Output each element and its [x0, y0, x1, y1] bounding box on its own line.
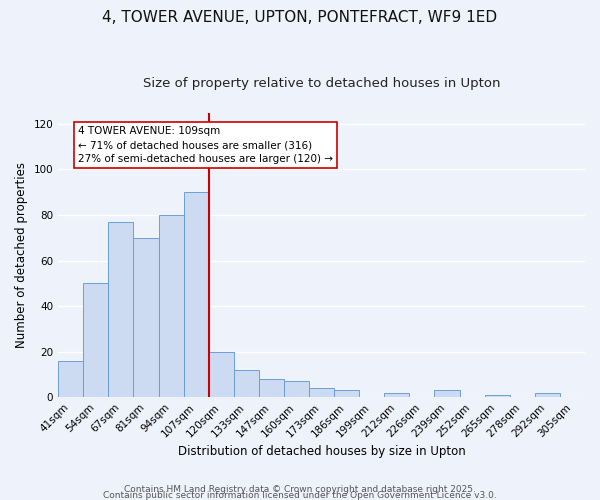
Text: 4 TOWER AVENUE: 109sqm
← 71% of detached houses are smaller (316)
27% of semi-de: 4 TOWER AVENUE: 109sqm ← 71% of detached… — [78, 126, 333, 164]
Bar — [309, 388, 334, 397]
Bar — [133, 238, 158, 397]
Bar — [158, 215, 184, 397]
Bar — [535, 392, 560, 397]
Text: 4, TOWER AVENUE, UPTON, PONTEFRACT, WF9 1ED: 4, TOWER AVENUE, UPTON, PONTEFRACT, WF9 … — [103, 10, 497, 25]
Y-axis label: Number of detached properties: Number of detached properties — [15, 162, 28, 348]
Bar — [184, 192, 209, 397]
Bar — [83, 284, 109, 397]
Title: Size of property relative to detached houses in Upton: Size of property relative to detached ho… — [143, 78, 500, 90]
Text: Contains HM Land Registry data © Crown copyright and database right 2025.: Contains HM Land Registry data © Crown c… — [124, 484, 476, 494]
Bar — [209, 352, 234, 397]
Bar — [385, 392, 409, 397]
Bar — [109, 222, 133, 397]
Bar — [485, 395, 510, 397]
Bar — [259, 379, 284, 397]
Text: Contains public sector information licensed under the Open Government Licence v3: Contains public sector information licen… — [103, 490, 497, 500]
X-axis label: Distribution of detached houses by size in Upton: Distribution of detached houses by size … — [178, 444, 466, 458]
Bar — [58, 361, 83, 397]
Bar — [234, 370, 259, 397]
Bar — [334, 390, 359, 397]
Bar — [434, 390, 460, 397]
Bar — [284, 382, 309, 397]
